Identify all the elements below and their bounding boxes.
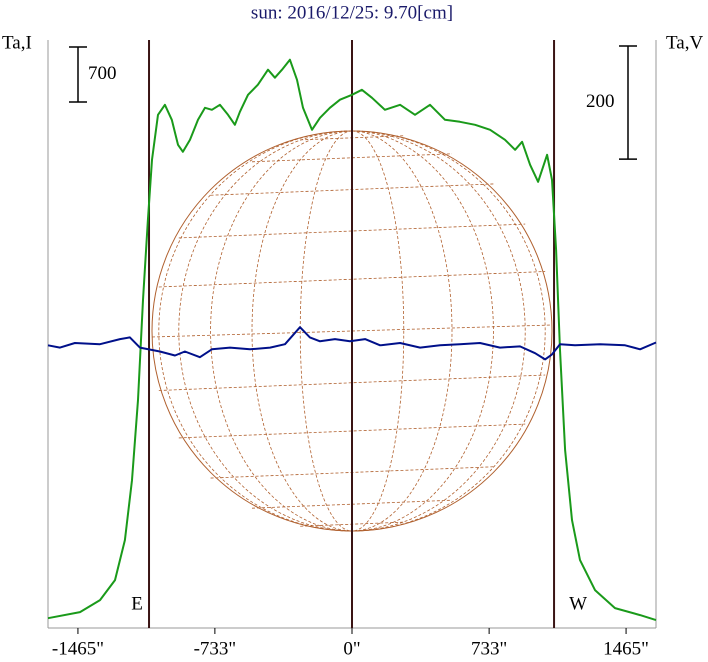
latitude-line: [158, 374, 546, 391]
series-line: [47, 326, 657, 361]
x-tick-label: 0": [343, 638, 360, 659]
chart-title: sun: 2016/12/25: 9.70[cm]: [251, 2, 453, 23]
scale-bar: [69, 46, 87, 103]
latitude-line: [178, 423, 526, 439]
scale-bar-label: 200: [586, 91, 615, 112]
meridian-line: [351, 130, 494, 532]
x-tick-label: -1465": [52, 638, 104, 659]
meridian-line: [210, 130, 353, 532]
scale-bar: [619, 45, 637, 160]
meridian-line: [299, 130, 353, 532]
scale-bar-label: 700: [88, 63, 117, 84]
y-axis-label: Ta,I: [2, 32, 32, 53]
meridian-line: [351, 130, 405, 532]
latitude-line: [178, 223, 526, 239]
meridian-line: [351, 130, 453, 532]
x-tick-label: -733": [194, 638, 237, 659]
meridian-line: [178, 130, 353, 532]
y2-axis-label: Ta,V: [666, 32, 703, 53]
marker-label: W: [569, 593, 587, 614]
x-tick-label: 1465": [603, 638, 649, 659]
marker-label: E: [131, 593, 143, 614]
meridian-line: [251, 130, 353, 532]
series-line: [47, 58, 657, 622]
latitude-line: [158, 271, 546, 288]
x-tick-label: 733": [471, 638, 507, 659]
meridian-line: [351, 130, 526, 532]
